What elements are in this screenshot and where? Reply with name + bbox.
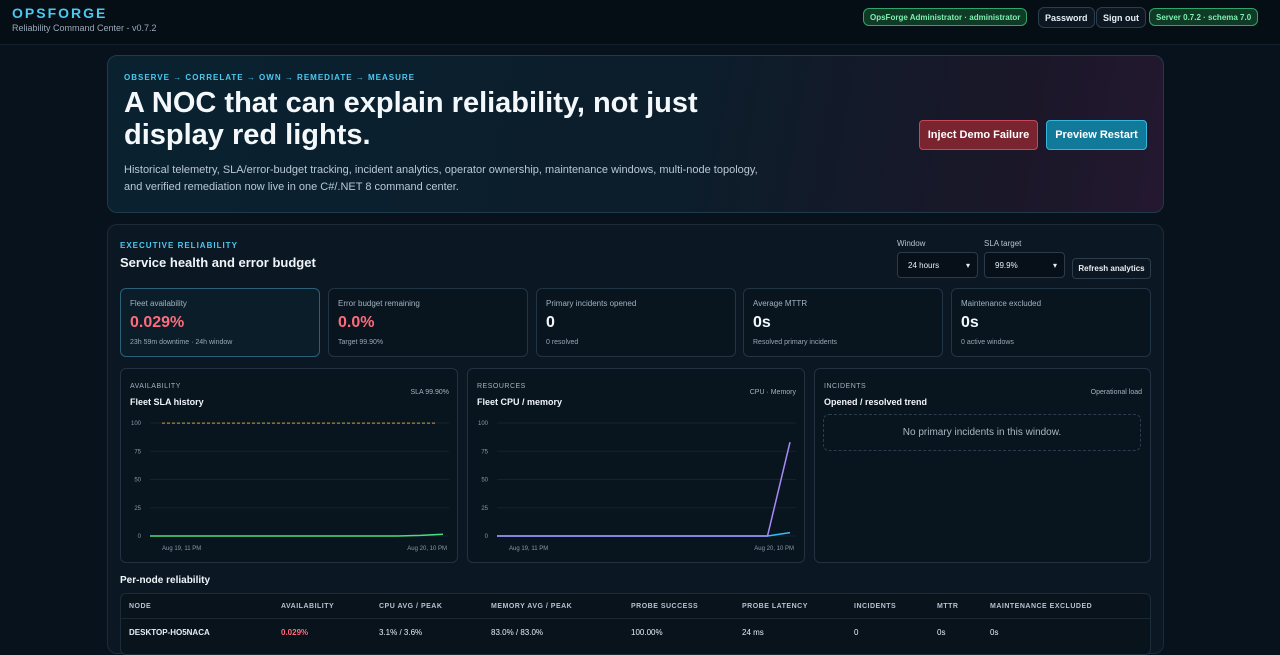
user-badge[interactable]: OpsForge Administrator · administrator xyxy=(863,8,1028,26)
x-tick-label: Aug 19, 11 PM xyxy=(509,546,548,552)
y-tick-label: 25 xyxy=(481,506,488,512)
refresh-analytics-button[interactable]: Refresh analytics xyxy=(1072,258,1151,279)
kpi-value: 0 xyxy=(546,314,555,331)
panel-meta: Operational load xyxy=(1090,389,1142,396)
column-header: CPU AVG / PEAK xyxy=(379,603,443,610)
kpi-value: 0.029% xyxy=(130,314,185,331)
x-tick-label: Aug 19, 11 PM xyxy=(162,546,201,552)
section-title: Service health and error budget xyxy=(120,255,316,270)
kpi-value: 0.0% xyxy=(338,314,375,331)
sla-history-chart: 100 75 50 25 0 Aug 19, 11 PM Aug 20, 10 PM xyxy=(131,421,449,552)
memory-line xyxy=(497,442,791,537)
kpi-sub: Target 99.90% xyxy=(338,339,384,346)
kpi-sub: 23h 59m downtime · 24h window xyxy=(130,339,233,346)
node-incidents: 0 xyxy=(854,628,859,637)
incidents-panel: INCIDENTS Opened / resolved trend Operat… xyxy=(814,368,1151,563)
kpi-label: Average MTTR xyxy=(753,299,808,308)
panel-meta: SLA 99.90% xyxy=(410,389,449,396)
column-header: MEMORY AVG / PEAK xyxy=(491,603,573,610)
node-cpu: 3.1% / 3.6% xyxy=(379,628,423,637)
per-node-title: Per-node reliability xyxy=(120,575,211,586)
column-header: PROBE SUCCESS xyxy=(631,603,699,610)
kpi-sub: 0 resolved xyxy=(546,339,579,346)
resources-panel: RESOURCES Fleet CPU / memory CPU · Memor… xyxy=(467,368,805,563)
chevron-down-icon: ▾ xyxy=(1052,261,1057,270)
y-tick-label: 0 xyxy=(485,534,489,540)
kpi-label: Error budget remaining xyxy=(338,299,420,308)
kpi-primary-incidents[interactable]: Primary incidents opened 0 0 resolved xyxy=(536,288,736,357)
window-label: Window xyxy=(897,239,926,248)
sign-out-button[interactable]: Sign out xyxy=(1096,7,1146,28)
hero-panel: OBSERVE → CORRELATE → OWN → REMEDIATE → … xyxy=(107,55,1164,213)
executive-reliability-section: EXECUTIVE RELIABILITY Service health and… xyxy=(107,224,1164,655)
node-mttr: 0s xyxy=(937,628,946,637)
column-header: MAINTENANCE EXCLUDED xyxy=(990,603,1093,610)
panel-title: Fleet CPU / memory xyxy=(477,397,563,407)
sla-target-label: SLA target xyxy=(984,239,1022,248)
x-tick-label: Aug 20, 10 PM xyxy=(754,546,794,552)
hero-title: A NOC that can explain reliability, not … xyxy=(124,87,698,151)
availability-panel: AVAILABILITY Fleet SLA history SLA 99.90… xyxy=(120,368,458,563)
panel-title: Fleet SLA history xyxy=(130,397,204,407)
kpi-maintenance-excluded[interactable]: Maintenance excluded 0s 0 active windows xyxy=(951,288,1151,357)
kpi-error-budget[interactable]: Error budget remaining 0.0% Target 99.90… xyxy=(328,288,528,357)
hero-description: Historical telemetry, SLA/error-budget t… xyxy=(124,164,758,193)
window-select-value: 24 hours xyxy=(908,260,940,270)
kpi-label: Primary incidents opened xyxy=(546,299,637,308)
preview-restart-button[interactable]: Preview Restart xyxy=(1046,120,1147,150)
kpi-sub: Resolved primary incidents xyxy=(753,339,838,346)
panel-eyebrow: INCIDENTS xyxy=(824,383,867,390)
panel-title: Opened / resolved trend xyxy=(824,397,928,407)
panel-meta: CPU · Memory xyxy=(749,389,796,396)
y-tick-label: 50 xyxy=(134,478,141,484)
node-availability: 0.029% xyxy=(281,628,309,637)
brand-name: OPSFORGE xyxy=(12,5,108,21)
y-tick-label: 75 xyxy=(481,449,488,455)
cpu-memory-chart: 100 75 50 25 0 Aug 19, 11 PM Aug 20, 10 PM xyxy=(478,421,796,552)
column-header: AVAILABILITY xyxy=(281,603,335,610)
kpi-label: Maintenance excluded xyxy=(961,299,1042,308)
y-tick-label: 50 xyxy=(481,478,488,484)
header-divider xyxy=(121,618,1150,619)
brand-subtitle: Reliability Command Center - v0.7.2 xyxy=(12,23,157,33)
sla-target-select-value: 99.9% xyxy=(995,260,1018,270)
column-header: MTTR xyxy=(937,603,959,610)
y-tick-label: 100 xyxy=(478,421,489,427)
x-tick-label: Aug 20, 10 PM xyxy=(407,546,447,552)
node-maintenance: 0s xyxy=(990,628,999,637)
node-probe-success: 100.00% xyxy=(631,628,663,637)
series-0-line xyxy=(150,533,444,537)
section-eyebrow: EXECUTIVE RELIABILITY xyxy=(120,241,238,250)
y-tick-label: 25 xyxy=(134,506,141,512)
node-memory: 83.0% / 83.0% xyxy=(491,628,544,637)
kpi-label: Fleet availability xyxy=(130,299,187,308)
kpi-sub: 0 active windows xyxy=(961,339,1014,346)
kpi-average-mttr[interactable]: Average MTTR 0s Resolved primary inciden… xyxy=(743,288,943,357)
incidents-empty-state: No primary incidents in this window. xyxy=(823,414,1141,451)
kpi-fleet-availability[interactable]: Fleet availability 0.029% 23h 59m downti… xyxy=(120,288,320,357)
node-name[interactable]: DESKTOP-HO5NACA xyxy=(129,628,210,637)
window-select[interactable]: 24 hours ▾ xyxy=(897,252,978,278)
column-header: PROBE LATENCY xyxy=(742,603,808,610)
panel-eyebrow: AVAILABILITY xyxy=(130,383,181,390)
y-tick-label: 75 xyxy=(134,449,141,455)
inject-demo-failure-button[interactable]: Inject Demo Failure xyxy=(919,120,1038,150)
column-header: NODE xyxy=(129,603,152,610)
y-tick-label: 0 xyxy=(138,534,142,540)
server-badge: Server 0.7.2 · schema 7.0 xyxy=(1149,8,1259,26)
chevron-down-icon: ▾ xyxy=(965,261,970,270)
column-header: INCIDENTS xyxy=(854,603,897,610)
hero-eyebrow: OBSERVE → CORRELATE → OWN → REMEDIATE → … xyxy=(124,73,416,82)
top-bar: OPSFORGE Reliability Command Center - v0… xyxy=(0,0,1280,45)
password-button[interactable]: Password xyxy=(1038,7,1095,28)
per-node-table: NODE AVAILABILITY CPU AVG / PEAK MEMORY … xyxy=(120,593,1151,655)
sla-target-select[interactable]: 99.9% ▾ xyxy=(984,252,1065,278)
y-tick-label: 100 xyxy=(131,421,142,427)
panel-eyebrow: RESOURCES xyxy=(477,383,526,390)
kpi-value: 0s xyxy=(961,314,979,331)
kpi-value: 0s xyxy=(753,314,771,331)
node-probe-latency: 24 ms xyxy=(742,628,764,637)
